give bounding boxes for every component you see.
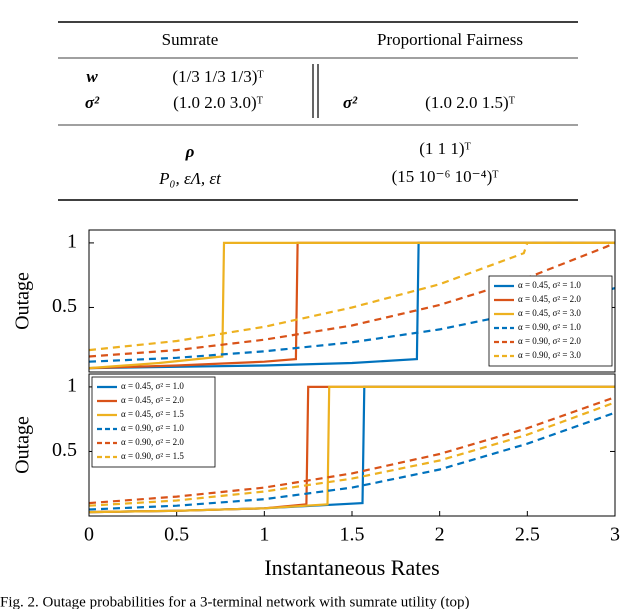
table-cell: (1.0 2.0 1.5)ᵀ (425, 93, 516, 112)
series-line (89, 401, 615, 507)
x-tick-label: 0.5 (164, 524, 189, 546)
legend-label: α = 0.90, σ² = 2.0 (518, 336, 581, 346)
series-line (89, 241, 615, 370)
x-tick-label: 0 (84, 524, 94, 546)
series-line (89, 396, 615, 505)
table-cell: w (86, 67, 98, 86)
table-cell: P₀, εΛ, εt (158, 169, 222, 188)
x-tick-label: 1.5 (340, 524, 365, 546)
parameter-table: Sumrate Proportional Fairness w (1/3 1/3… (58, 21, 578, 201)
y-tick-label: 1 (67, 375, 77, 397)
y-axis-label: Outage (12, 272, 34, 330)
charts: 0.5 1 α = 0.45, σ² = 1.0 α = 0.45, σ² = 2.0… (12, 229, 620, 580)
series-line (89, 385, 615, 514)
legend-label: α = 0.45, σ² = 3.0 (518, 308, 581, 318)
x-axis-label: Instantaneous Rates (264, 555, 439, 580)
legend-label: α = 0.90, σ² = 2.0 (121, 437, 184, 447)
legend-label: α = 0.90, σ² = 1.0 (518, 322, 581, 332)
table-header: Sumrate (162, 30, 219, 49)
table-cell: σ² (343, 93, 358, 112)
table-cell: ρ (185, 142, 195, 161)
table-cell: σ² (85, 93, 100, 112)
legend-label: α = 0.45, σ² = 2.0 (518, 294, 581, 304)
y-tick-label: 1 (67, 231, 77, 253)
y-tick-label: 0.5 (52, 439, 77, 461)
legend-label: α = 0.45, σ² = 1.5 (121, 409, 184, 419)
plot-frame (88, 229, 616, 373)
series-line (89, 411, 615, 511)
series-line (89, 241, 615, 358)
legend-box (488, 275, 613, 367)
table-cell: (1/3 1/3 1/3)ᵀ (172, 67, 264, 86)
legend-label: α = 0.90, σ² = 3.0 (518, 350, 581, 360)
legend-label: α = 0.90, σ² = 1.5 (121, 451, 184, 461)
table-header: Proportional Fairness (377, 30, 523, 49)
legend-label: α = 0.45, σ² = 1.0 (121, 381, 184, 391)
table-cell: (1 1 1)ᵀ (419, 139, 471, 158)
series-line (89, 287, 615, 363)
legend-box (91, 376, 216, 468)
x-tick-label: 2 (435, 524, 445, 546)
series-line (89, 241, 615, 352)
x-tick-label: 2.5 (515, 524, 540, 546)
x-tick-label: 3 (610, 524, 620, 546)
legend-label: α = 0.45, σ² = 2.0 (121, 395, 184, 405)
table-cell: (15 10⁻⁶ 10⁻⁴)ᵀ (392, 167, 500, 186)
legend-label: α = 0.90, σ² = 1.0 (121, 423, 184, 433)
y-tick-label: 0.5 (52, 295, 77, 317)
legend-label: α = 0.45, σ² = 1.0 (518, 280, 581, 290)
x-tick-label: 1 (259, 524, 269, 546)
y-axis-label: Outage (12, 416, 34, 474)
plot-frame (88, 373, 616, 517)
table-cell: (1.0 2.0 3.0)ᵀ (173, 93, 264, 112)
caption: Fig. 2. Outage probabilities for a 3-ter… (0, 594, 469, 609)
